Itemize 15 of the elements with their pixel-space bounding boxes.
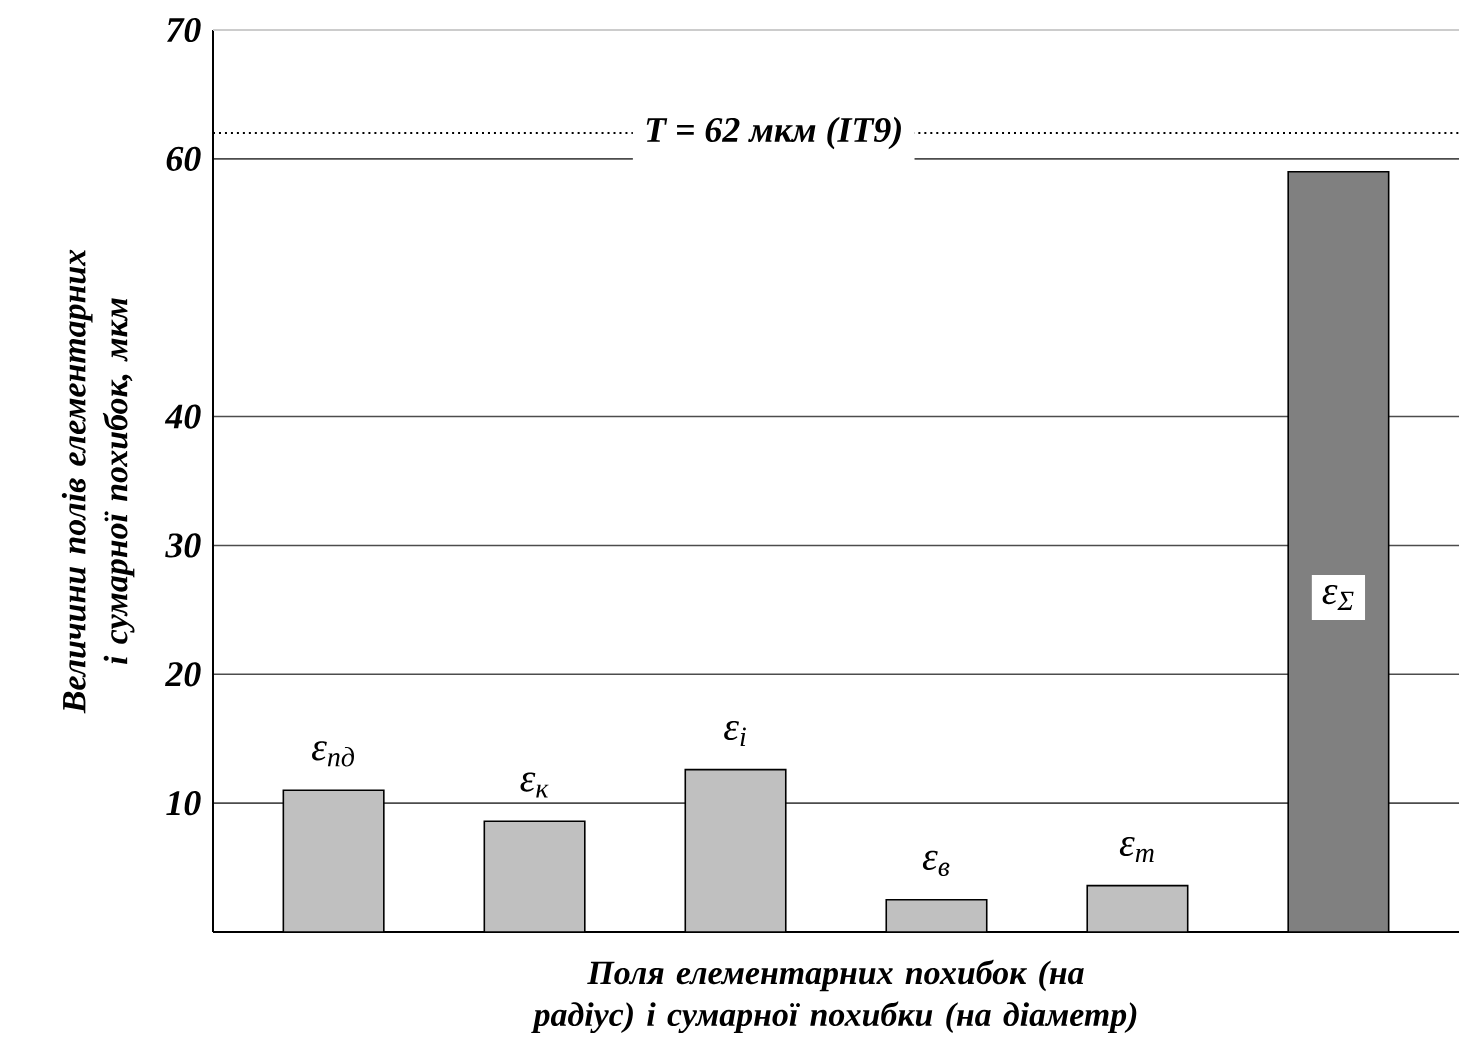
- y-tick-label: 40: [164, 404, 201, 429]
- y-tick-label: 60: [166, 146, 201, 171]
- y-tick-label: 10: [166, 791, 201, 816]
- y-tick-label: 30: [165, 533, 201, 558]
- x-axis-title: Поля елементарних похибок (на радіус) і сумарної похибки (на діаметр): [531, 959, 1137, 1034]
- x-tick-label: ε$_{Σ}$: [1322, 584, 1354, 610]
- x-tick-label: ε$_{к}$: [520, 772, 549, 798]
- y-axis-title: Величини полів елементарних і сумарної похибок, мкм: [61, 249, 135, 714]
- ref-line-label: T = 62 мкм (IT9): [646, 116, 901, 150]
- x-tick-label: ε$_{в}$: [922, 850, 950, 877]
- y-tick-label: 20: [165, 662, 201, 687]
- x-tick-label: ε$_{т}$: [1119, 836, 1154, 862]
- y-tick-label: 70: [166, 17, 201, 43]
- x-tick-label: ε$_{і}$: [724, 720, 746, 746]
- x-tick-label: ε$_{пд}$: [312, 741, 355, 767]
